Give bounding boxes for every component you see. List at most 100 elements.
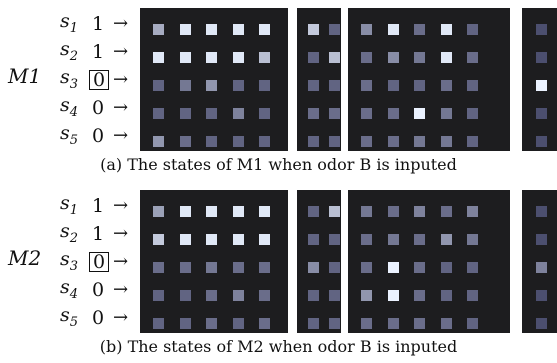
neuron-cell: [440, 234, 452, 245]
neuron-cell: [206, 206, 217, 217]
neuron-cell: [232, 136, 244, 147]
neuron-cell: [179, 80, 191, 91]
neuron-cell: [179, 206, 191, 217]
neuron-cell: [153, 290, 164, 301]
neuron-cell: [467, 318, 478, 329]
arrow-right-icon: →: [113, 97, 129, 118]
neuron-cell: [467, 80, 478, 91]
neuron-cell: [232, 234, 244, 245]
state-grid: [348, 190, 510, 333]
neuron-cell: [308, 24, 319, 35]
neuron-cell: [259, 108, 270, 119]
neuron-cell: [259, 206, 270, 217]
neuron-cell: [308, 136, 319, 147]
neuron-cell: [259, 262, 270, 273]
neuron-cell: [414, 24, 425, 35]
neuron-cell: [536, 108, 547, 119]
neuron-cell: [361, 52, 372, 63]
neuron-cell: [414, 290, 425, 301]
neuron-cell: [232, 24, 244, 35]
neuron-cell: [232, 80, 244, 91]
state-label: s5: [60, 304, 79, 330]
neuron-cell: [329, 206, 340, 217]
neuron-cell: [329, 108, 340, 119]
neuron-cell: [179, 108, 191, 119]
neuron-cell: [536, 290, 547, 301]
neuron-cell: [467, 108, 478, 119]
state-value: 0: [92, 97, 105, 119]
neuron-cell: [259, 234, 270, 245]
neuron-cell: [440, 318, 452, 329]
neuron-cell: [206, 136, 217, 147]
neuron-cell: [153, 136, 164, 147]
arrow-right-icon: →: [113, 125, 129, 146]
neuron-cell: [153, 318, 164, 329]
neuron-cell: [387, 136, 399, 147]
module-label: M1: [8, 64, 42, 88]
neuron-cell: [387, 108, 399, 119]
neuron-cell: [361, 136, 372, 147]
neuron-cell: [414, 108, 425, 119]
neuron-cell: [153, 52, 164, 63]
neuron-cell: [206, 262, 217, 273]
neuron-cell: [387, 262, 399, 273]
state-label: s4: [60, 276, 79, 302]
arrow-right-icon: →: [113, 69, 129, 90]
state-value: 1: [92, 13, 105, 35]
neuron-cell: [329, 234, 340, 245]
neuron-cell: [536, 24, 547, 35]
neuron-cell: [329, 52, 340, 63]
neuron-cell: [153, 234, 164, 245]
neuron-cell: [206, 52, 217, 63]
neuron-cell: [361, 318, 372, 329]
neuron-cell: [387, 24, 399, 35]
neuron-cell: [308, 234, 319, 245]
module-label: M2: [8, 246, 42, 270]
neuron-cell: [179, 24, 191, 35]
neuron-cell: [467, 206, 478, 217]
state-value: 1: [92, 195, 105, 217]
neuron-cell: [440, 108, 452, 119]
neuron-cell: [206, 234, 217, 245]
neuron-cell: [414, 80, 425, 91]
neuron-cell: [206, 318, 217, 329]
neuron-cell: [536, 206, 547, 217]
neuron-cell: [153, 108, 164, 119]
neuron-cell: [179, 234, 191, 245]
neuron-cell: [414, 262, 425, 273]
state-label: s4: [60, 94, 79, 120]
neuron-cell: [308, 318, 319, 329]
neuron-cell: [206, 108, 217, 119]
state-grid: [522, 190, 557, 333]
state-value: 1: [92, 223, 105, 245]
neuron-cell: [232, 206, 244, 217]
neuron-cell: [440, 136, 452, 147]
arrow-right-icon: →: [113, 195, 129, 216]
state-label: s5: [60, 122, 79, 148]
neuron-cell: [440, 262, 452, 273]
neuron-cell: [308, 80, 319, 91]
neuron-cell: [414, 136, 425, 147]
arrow-right-icon: →: [113, 223, 129, 244]
neuron-cell: [329, 136, 340, 147]
neuron-cell: [179, 290, 191, 301]
neuron-cell: [440, 52, 452, 63]
neuron-cell: [387, 80, 399, 91]
neuron-cell: [467, 52, 478, 63]
state-grid: [140, 8, 288, 151]
neuron-cell: [361, 24, 372, 35]
neuron-cell: [153, 24, 164, 35]
figure-caption: (b) The states of M2 when odor B is inpu…: [99, 337, 458, 356]
neuron-cell: [179, 52, 191, 63]
neuron-cell: [440, 206, 452, 217]
neuron-cell: [308, 206, 319, 217]
neuron-cell: [232, 262, 244, 273]
neuron-cell: [232, 108, 244, 119]
neuron-cell: [179, 318, 191, 329]
arrow-right-icon: →: [113, 251, 129, 272]
neuron-cell: [329, 24, 340, 35]
neuron-cell: [329, 80, 340, 91]
neuron-cell: [467, 136, 478, 147]
neuron-cell: [387, 206, 399, 217]
neuron-cell: [259, 318, 270, 329]
